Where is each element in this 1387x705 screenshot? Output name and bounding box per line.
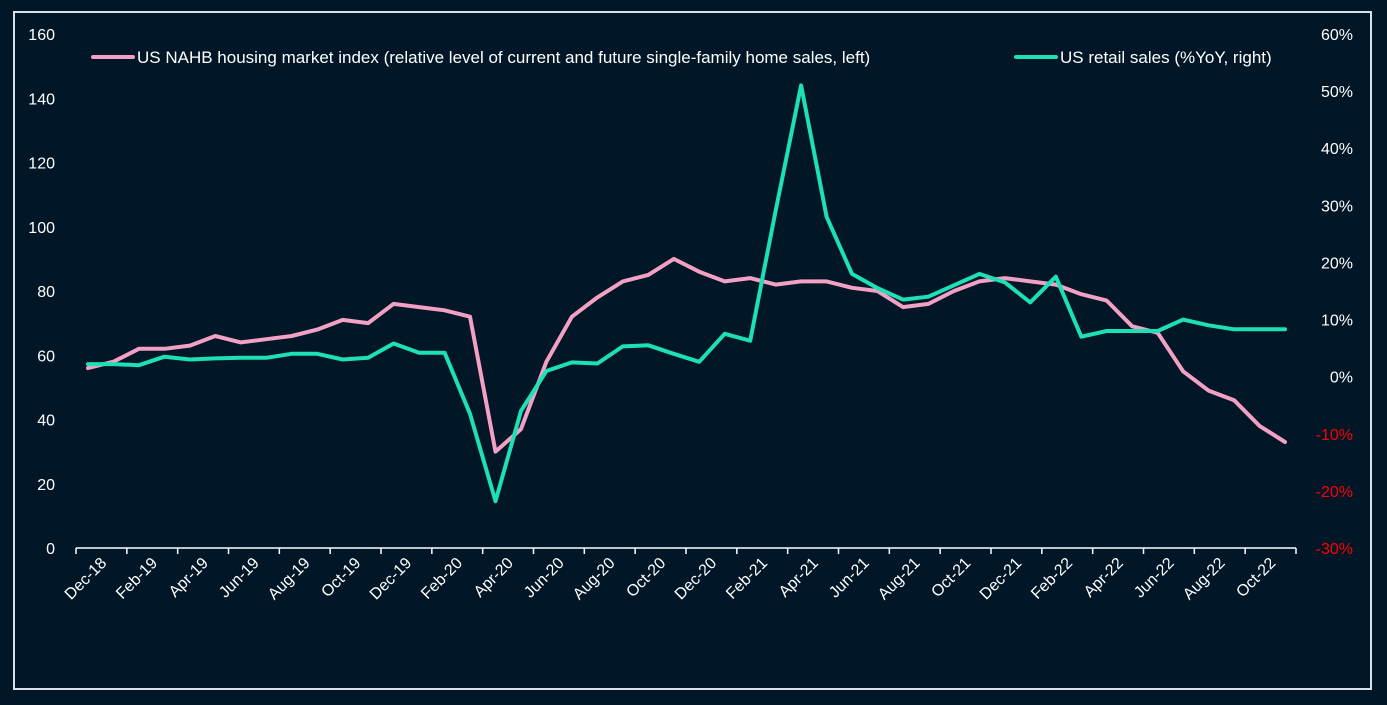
right-tick-label: 40% [1321,141,1353,158]
x-tick-label: Jun-22 [1131,555,1178,602]
x-tick-label: Feb-22 [1028,555,1076,603]
x-tick-label: Feb-21 [723,555,771,603]
legend: US NAHB housing market index (relative l… [91,48,1272,67]
x-tick-label: Aug-21 [875,555,924,604]
x-tick-label: Aug-22 [1180,555,1229,604]
x-tick-label: Dec-18 [62,555,111,604]
x-tick-label: Jun-19 [216,555,263,602]
x-tick-label: Apr-20 [471,555,517,601]
x-tick-label: Feb-19 [113,555,161,603]
chart-frame [13,11,1372,690]
x-tick-label: Apr-21 [776,555,822,601]
left-tick-label: 140 [28,91,55,108]
x-tick-label: Oct-20 [623,555,669,601]
x-tick-label: Aug-19 [265,555,314,604]
x-tick-label: Jun-21 [826,555,873,602]
x-axis: Dec-18 Feb-19 Apr-19 Jun-19 Aug-19 Oct-19 Dec-… [62,547,1297,604]
left-tick-label: 160 [28,27,55,44]
right-tick-label: 0% [1330,370,1353,387]
left-tick-label: 80 [37,284,55,301]
series-lines [86,83,1287,504]
right-tick-label: 50% [1321,84,1353,101]
x-tick-label: Dec-21 [977,555,1026,604]
legend-label: US NAHB housing market index (relative l… [137,48,870,67]
left-tick-label: 20 [37,477,55,494]
x-tick-label: Jun-20 [521,555,568,602]
x-tick-label: Oct-19 [318,555,364,601]
right-tick-label: 10% [1321,313,1353,330]
retail-sales-series-line [86,83,1287,504]
left-tick-label: 120 [28,156,55,173]
x-tick-label: Aug-20 [570,555,619,604]
x-tick-label: Dec-20 [672,555,721,604]
x-tick-label: Feb-20 [418,555,466,603]
right-tick-label: 20% [1321,255,1353,272]
right-axis-ticks: -30% -20% -10% 0% 10% 20% 30% 40% 50% 60% [1316,27,1353,558]
x-tick-label: Apr-19 [166,555,212,601]
left-tick-label: 100 [28,220,55,237]
right-tick-label: -20% [1316,484,1353,501]
x-tick-label: Apr-22 [1081,555,1127,601]
right-tick-label: -30% [1316,541,1353,558]
left-axis-ticks: 0 20 40 60 80 100 120 140 160 [28,27,55,558]
left-tick-label: 60 [37,348,55,365]
right-tick-label: 30% [1321,198,1353,215]
left-tick-label: 0 [46,541,55,558]
x-tick-label: Oct-21 [928,555,974,601]
nahb-series-line [86,256,1287,454]
right-tick-label: 60% [1321,27,1353,44]
legend-label: US retail sales (%YoY, right) [1060,48,1272,67]
left-tick-label: 40 [37,413,55,430]
right-tick-label: -10% [1316,427,1353,444]
x-tick-label: Dec-19 [367,555,416,604]
x-tick-label: Oct-22 [1233,555,1279,601]
